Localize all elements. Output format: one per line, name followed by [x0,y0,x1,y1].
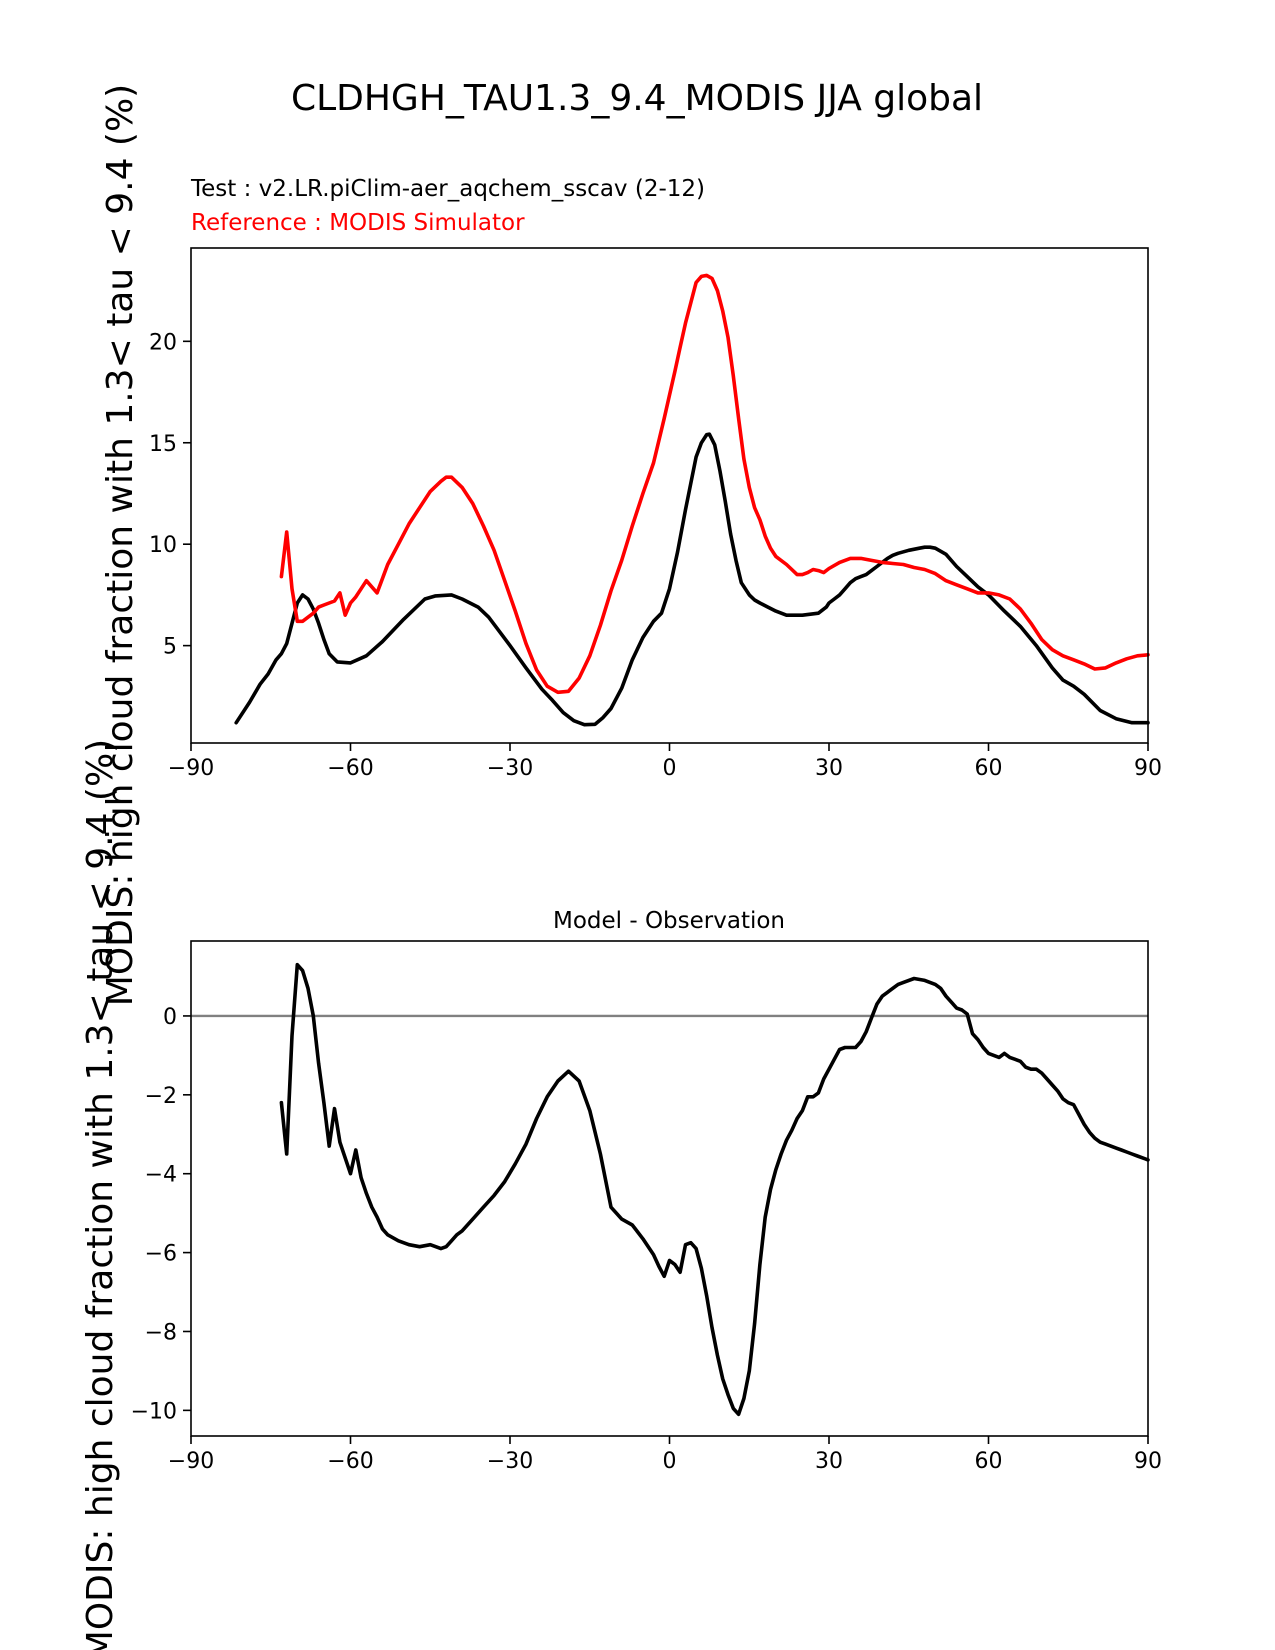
bottom-y-tick-label: −4 [145,1163,177,1188]
top-x-tick-label: 60 [975,756,1003,781]
top-plot-frame [190,247,1149,744]
bottom-x-tick-label: 90 [1134,1449,1162,1474]
figure-title: CLDHGH_TAU1.3_9.4_MODIS JJA global [291,78,983,119]
top-x-tick-label: −60 [327,756,373,781]
top-x-tick-label: 90 [1134,756,1162,781]
top-x-tick-label: 0 [663,756,677,781]
top-y-tick-label: 5 [163,635,177,660]
reference-label: Reference : MODIS Simulator [191,210,525,236]
top-x-tick-label: 30 [815,756,843,781]
bottom-y-tick-label: 0 [163,1005,177,1030]
bottom-line-chart: −90 −60 −30 0 30 60 90 −10 −8 −6 −4 −2 0 [131,940,1162,1474]
diff-panel-title: Model - Observation [553,908,785,934]
bottom-y-axis-label: MODIS: high cloud fraction with 1.3< tau… [80,739,121,1650]
test-label: Test : v2.LR.piClim-aer_aqchem_sscav (2-… [190,176,705,202]
bottom-y-tick-label: −2 [145,1084,177,1109]
top-y-tick-label: 10 [149,533,177,558]
bottom-x-tick-label: 0 [663,1449,677,1474]
bottom-x-tick-label: −90 [168,1449,214,1474]
bottom-x-tick-label: 60 [975,1449,1003,1474]
top-y-tick-label: 15 [149,432,177,457]
bottom-y-tick-label: −6 [145,1242,177,1267]
bottom-x-tick-label: 30 [815,1449,843,1474]
top-series-test [234,432,1150,727]
top-y-tick-label: 20 [149,330,177,355]
bottom-series-model-observation [279,962,1150,1417]
bottom-x-tick-label: −60 [327,1449,373,1474]
top-series-reference [279,273,1150,695]
top-y-axis-label: MODIS: high cloud fraction with 1.3< tau… [100,84,141,1006]
top-x-tick-label: −30 [487,756,533,781]
bottom-y-tick-label: −8 [145,1320,177,1345]
bottom-y-tick-label: −10 [131,1399,177,1424]
top-line-chart: −90 −60 −30 0 30 60 90 5 10 15 20 [149,247,1162,781]
bottom-x-tick-label: −30 [487,1449,533,1474]
top-x-tick-label: −90 [168,756,214,781]
